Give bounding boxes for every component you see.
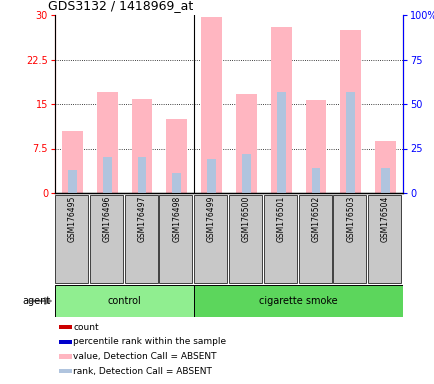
Bar	[59, 369, 71, 373]
Text: percentile rank within the sample: percentile rank within the sample	[73, 337, 226, 346]
Bar	[298, 195, 331, 283]
Text: GSM176500: GSM176500	[241, 196, 250, 242]
Bar	[159, 195, 192, 283]
Bar	[59, 325, 71, 329]
Bar	[166, 119, 187, 193]
Bar	[367, 195, 400, 283]
Text: GSM176502: GSM176502	[311, 196, 320, 242]
Bar	[137, 157, 146, 193]
Text: GDS3132 / 1418969_at: GDS3132 / 1418969_at	[48, 0, 193, 12]
Text: agent: agent	[22, 296, 50, 306]
Bar	[55, 195, 88, 283]
Text: GSM176495: GSM176495	[68, 196, 77, 242]
Bar	[311, 168, 319, 193]
Bar	[102, 157, 111, 193]
Bar	[235, 94, 256, 193]
Bar	[131, 99, 152, 193]
Bar	[270, 28, 291, 193]
Text: GSM176499: GSM176499	[207, 196, 216, 242]
Bar	[339, 30, 360, 193]
Text: GSM176501: GSM176501	[276, 196, 285, 242]
Bar	[59, 354, 71, 359]
Bar	[124, 195, 157, 283]
Bar	[345, 91, 354, 193]
Bar	[332, 195, 365, 283]
Bar	[228, 195, 261, 283]
Bar	[172, 174, 181, 193]
Text: rank, Detection Call = ABSENT: rank, Detection Call = ABSENT	[73, 367, 212, 376]
Text: GSM176503: GSM176503	[345, 196, 355, 242]
Bar	[380, 168, 389, 193]
Bar	[55, 285, 194, 317]
Bar	[276, 91, 285, 193]
Bar	[89, 195, 122, 283]
Text: count: count	[73, 323, 99, 331]
Bar	[68, 170, 76, 193]
Bar	[207, 159, 215, 193]
Bar	[374, 141, 395, 193]
Bar	[305, 100, 326, 193]
Text: value, Detection Call = ABSENT: value, Detection Call = ABSENT	[73, 352, 216, 361]
Text: GSM176496: GSM176496	[102, 196, 112, 242]
Bar	[263, 195, 296, 283]
Text: GSM176504: GSM176504	[380, 196, 389, 242]
Bar	[194, 195, 227, 283]
Bar	[194, 285, 402, 317]
Text: cigarette smoke: cigarette smoke	[259, 296, 337, 306]
Bar	[62, 131, 82, 193]
Bar	[59, 339, 71, 344]
Bar	[201, 17, 221, 193]
Text: GSM176498: GSM176498	[172, 196, 181, 242]
Bar	[96, 92, 117, 193]
Bar	[241, 154, 250, 193]
Text: control: control	[108, 296, 141, 306]
Text: GSM176497: GSM176497	[137, 196, 146, 242]
